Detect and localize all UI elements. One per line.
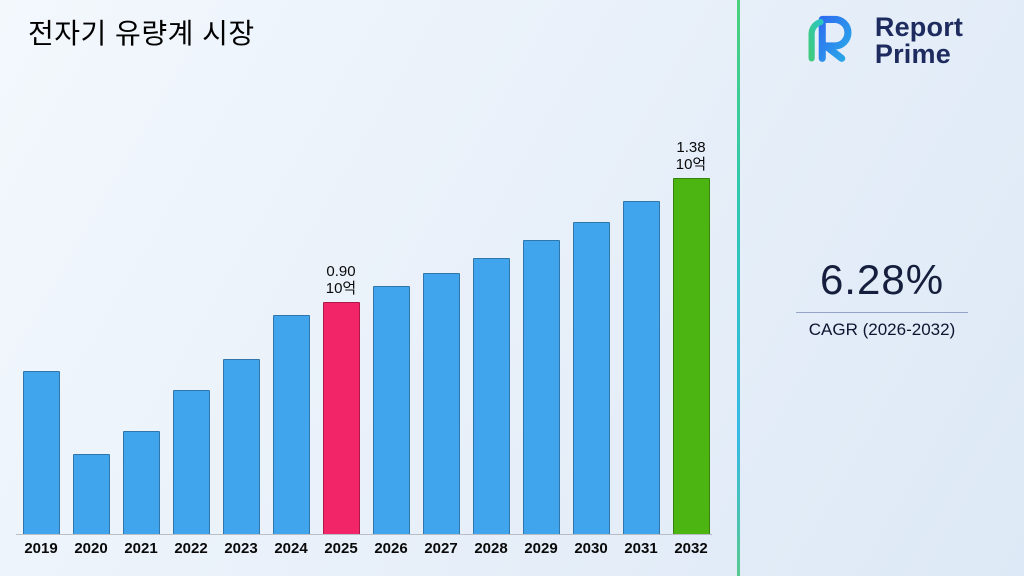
bar-slot-2027: 2027: [416, 130, 466, 562]
x-axis-line: [16, 534, 712, 535]
x-tick-2019: 2019: [24, 540, 58, 557]
bar-slot-2026: 2026: [366, 130, 416, 562]
right-panel: Report Prime 6.28% CAGR (2026-2032): [740, 0, 1024, 576]
bar-2029: [522, 240, 560, 534]
brand-name: Report Prime: [874, 11, 964, 69]
bar-slot-2019: 2019: [16, 130, 66, 562]
bar-slot-2023: 2023: [216, 130, 266, 562]
cagr-block: 6.28% CAGR (2026-2032): [740, 256, 1024, 340]
brand-logo-icon: [801, 10, 863, 71]
bar-2021: [122, 431, 160, 534]
x-tick-2031: 2031: [624, 540, 658, 557]
bar-slot-2025: 0.90 10억 2025: [316, 130, 366, 562]
bar-2027: [422, 273, 460, 534]
bar-slot-2029: 2029: [516, 130, 566, 562]
bar-annotation-2032: 1.38 10억: [675, 138, 707, 174]
bar-slot-2032: 1.38 10억 2032: [666, 130, 716, 562]
panel-divider: [737, 0, 740, 576]
x-tick-2028: 2028: [474, 540, 508, 557]
bar-2022: [172, 390, 210, 534]
x-tick-2022: 2022: [174, 540, 208, 557]
cagr-label: CAGR (2026-2032): [808, 320, 956, 339]
x-tick-2030: 2030: [574, 540, 608, 557]
x-tick-2026: 2026: [374, 540, 408, 557]
bar-2028: [472, 258, 510, 534]
x-tick-2032: 2032: [674, 540, 708, 557]
bar-slot-2030: 2030: [566, 130, 616, 562]
x-tick-2029: 2029: [524, 540, 558, 557]
bar-2019: [22, 371, 60, 534]
bar-annotation-2025: 0.90 10억: [325, 262, 357, 298]
bar-slot-2024: 2024: [266, 130, 316, 562]
x-tick-2023: 2023: [224, 540, 258, 557]
cagr-underline: [796, 312, 968, 313]
brand-name-line1: Report: [874, 11, 964, 42]
bar-slot-2031: 2031: [616, 130, 666, 562]
x-tick-2021: 2021: [124, 540, 158, 557]
bar-2020: [72, 454, 110, 534]
bar-2031: [622, 201, 660, 534]
bar-slot-2020: 2020: [66, 130, 116, 562]
x-tick-2025: 2025: [324, 540, 358, 557]
page-title: 전자기 유량계 시장: [28, 18, 255, 49]
cagr-value: 6.28%: [819, 256, 945, 303]
bar-2023: [222, 359, 260, 534]
bar-slot-2022: 2022: [166, 130, 216, 562]
bar-chart: 2019 2020 2021 2022 2023 2024 0.90 10억 2025 2026 2…: [16, 130, 718, 562]
x-tick-2027: 2027: [424, 540, 458, 557]
bar-slot-2028: 2028: [466, 130, 516, 562]
brand-name-line2: Prime: [874, 38, 951, 69]
bar-slot-2021: 2021: [116, 130, 166, 562]
bar-2032: [672, 178, 710, 534]
x-tick-2024: 2024: [274, 540, 308, 557]
bar-2025: [322, 302, 360, 534]
bar-2024: [272, 315, 310, 534]
bar-2026: [372, 286, 410, 534]
bar-2030: [572, 222, 610, 534]
brand-logo: Report Prime: [740, 10, 1024, 71]
x-tick-2020: 2020: [74, 540, 108, 557]
